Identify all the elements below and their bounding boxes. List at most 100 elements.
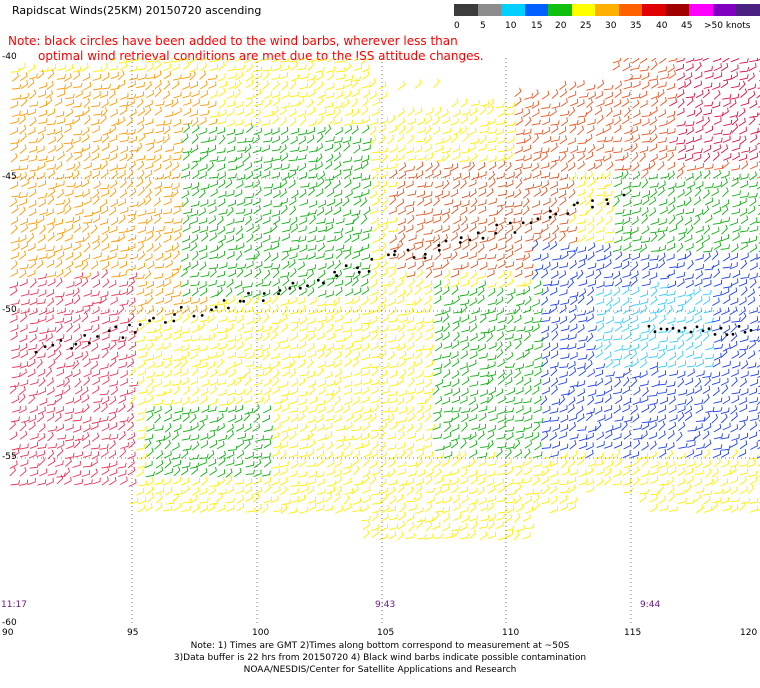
wind-barb — [433, 169, 442, 178]
wind-barb — [712, 58, 722, 63]
wind-barb — [452, 387, 461, 397]
wind-barb — [234, 358, 243, 367]
wind-barb — [19, 171, 27, 181]
wind-barb — [632, 476, 640, 487]
wind-barb — [551, 156, 560, 163]
wind-barb — [261, 503, 269, 514]
wind-barb — [703, 505, 713, 513]
wind-barb — [191, 324, 200, 334]
wind-barb — [180, 268, 188, 278]
wind-barb — [649, 255, 659, 261]
wind-barb — [353, 144, 361, 154]
wind-barb — [245, 469, 256, 476]
wind-barb — [65, 252, 74, 261]
wind-barb — [39, 328, 49, 334]
wind-barb — [90, 290, 100, 297]
wind-barb — [695, 234, 704, 244]
wind-barb — [11, 243, 20, 252]
wind-barb — [657, 186, 665, 197]
wind-barb — [102, 128, 111, 136]
wind-barb — [434, 250, 442, 261]
wind-barb — [469, 449, 478, 458]
wind-barb — [144, 118, 154, 126]
wind-barb — [119, 288, 128, 296]
contamination-dot — [683, 326, 687, 330]
wind-barb — [326, 235, 336, 243]
wind-barb — [741, 160, 749, 170]
wind-barb — [182, 98, 192, 106]
wind-barb — [739, 335, 749, 343]
wind-barb — [182, 412, 190, 422]
wind-barb — [317, 349, 325, 360]
wind-barb — [397, 206, 406, 215]
wind-barb — [723, 74, 733, 82]
wind-barb — [479, 364, 490, 370]
wind-barb — [154, 214, 161, 225]
wind-barb — [93, 180, 101, 190]
wind-barb — [263, 91, 272, 99]
wind-barb — [432, 407, 442, 415]
wind-barb — [171, 453, 181, 460]
wind-barb — [272, 182, 282, 190]
wind-barb — [20, 224, 29, 233]
wind-barb — [693, 353, 703, 359]
wind-barb — [326, 468, 335, 476]
wind-barb — [443, 358, 451, 368]
wind-barb — [27, 269, 36, 278]
wind-barb — [273, 163, 283, 170]
wind-barb — [380, 397, 389, 405]
wind-barb — [65, 361, 75, 368]
wind-barb — [191, 90, 200, 98]
wind-barb — [516, 281, 526, 287]
wind-barb — [299, 370, 309, 377]
wind-barb — [641, 387, 649, 397]
wind-barb — [153, 209, 163, 217]
wind-barb — [99, 363, 109, 370]
wind-barb — [577, 234, 585, 243]
wind-barb — [244, 193, 255, 199]
wind-barb — [37, 368, 46, 377]
wind-speed-legend: 0 5 10 15 20 25 30 35 40 45 >50 knots — [454, 4, 760, 34]
wind-barb — [156, 435, 166, 442]
wind-barb — [272, 97, 280, 107]
contamination-dot — [494, 231, 498, 235]
wind-barb — [325, 314, 334, 324]
wind-barb — [252, 363, 263, 369]
wind-barb — [225, 287, 233, 298]
wind-barb — [308, 350, 317, 358]
wind-barb — [389, 195, 397, 206]
wind-barb — [317, 279, 326, 289]
wind-barb — [524, 439, 533, 449]
wind-barb — [297, 412, 305, 422]
wind-barb — [486, 332, 494, 343]
wind-barb — [551, 317, 561, 324]
wind-barb — [731, 350, 739, 359]
lon-label: 100 — [252, 628, 270, 638]
wind-barb — [453, 264, 463, 270]
legend-swatch — [454, 4, 479, 16]
wind-barb — [560, 334, 570, 341]
wind-barb — [351, 125, 359, 135]
wind-barb — [38, 315, 47, 323]
wind-barb — [540, 269, 549, 279]
lat-label: -50 — [2, 305, 17, 315]
wind-barb — [254, 186, 262, 196]
contamination-dot — [59, 339, 63, 342]
wind-barb — [90, 316, 100, 323]
wind-barb — [630, 270, 639, 279]
wind-barb — [414, 145, 423, 154]
wind-barb — [722, 263, 733, 269]
wind-barb — [245, 260, 254, 269]
wind-barb — [63, 377, 70, 388]
wind-barb — [387, 413, 395, 424]
wind-barb — [343, 380, 353, 388]
wind-barb — [614, 190, 623, 198]
wind-barb — [596, 390, 606, 397]
wind-barb — [334, 279, 344, 287]
wind-barb — [388, 114, 396, 125]
wind-barb — [470, 270, 477, 280]
wind-barb — [451, 525, 461, 532]
wind-barb — [45, 96, 53, 107]
wind-barb — [650, 188, 658, 198]
wind-barb — [19, 479, 29, 487]
